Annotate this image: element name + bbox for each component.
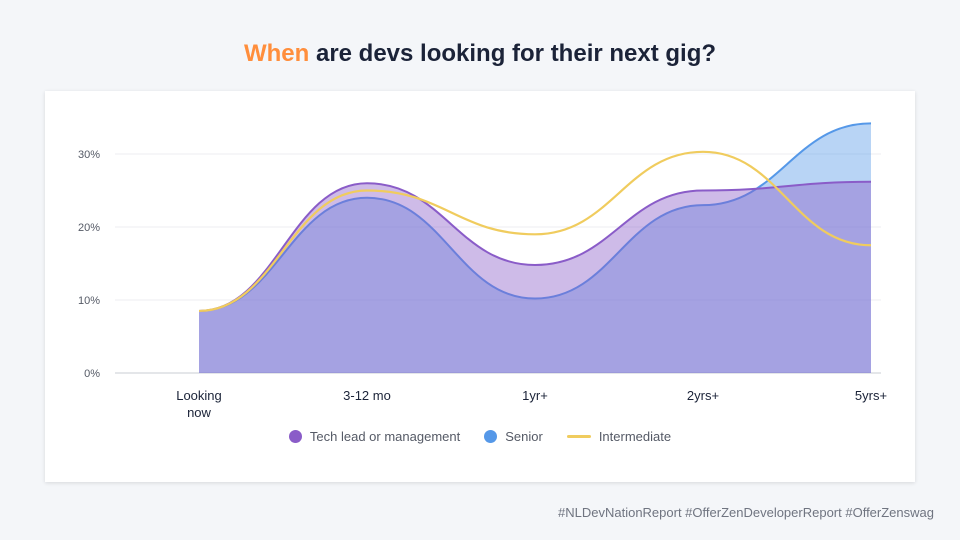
chart-plot: 0% 10% 20% 30% Looking now 3-12 mo 1yr+ 2yrs+ 5yr… [78, 122, 887, 420]
title-rest: are devs looking for their next gig? [309, 40, 717, 67]
legend-swatch-intermediate [566, 435, 591, 438]
x-tick-label-4: 5yrs+ [855, 388, 887, 403]
legend-item-intermediate[interactable]: Intermediate [566, 429, 672, 444]
area-senior [199, 123, 871, 373]
y-tick-label-30: 30% [78, 149, 100, 161]
legend-swatch-tech-lead [288, 430, 302, 443]
legend-item-tech-lead[interactable]: Tech lead or management [288, 429, 461, 444]
legend-label-intermediate: Intermediate [598, 429, 672, 444]
chart-legend: Tech lead or management Senior Intermedi… [45, 429, 915, 444]
legend-label-tech-lead: Tech lead or management [309, 429, 461, 444]
y-tick-label-10: 10% [78, 295, 100, 307]
title-highlight: When [243, 40, 310, 67]
y-tick-label-0: 0% [84, 368, 100, 380]
x-tick-label-2: 1yr+ [522, 388, 548, 403]
line-tech-lead [198, 180, 872, 312]
legend-swatch-senior [484, 430, 498, 443]
x-tick-label-3: 2yrs+ [687, 388, 719, 403]
hashtags: #NLDevNationReport #OfferZenDeveloperRep… [558, 505, 934, 520]
y-tick-label-20: 20% [78, 222, 100, 234]
page-title: When are devs looking for their next gig… [0, 40, 960, 68]
line-senior [198, 122, 872, 312]
x-tick-label-1: 3-12 mo [343, 388, 391, 403]
x-tick-label-0: Looking now [176, 388, 222, 420]
chart-card: 0% 10% 20% 30% Looking now 3-12 mo 1yr+ 2yrs+ 5yr… [45, 91, 915, 482]
legend-item-senior[interactable]: Senior [484, 429, 543, 444]
legend-label-senior: Senior [505, 429, 543, 444]
area-tech-lead [199, 181, 871, 373]
